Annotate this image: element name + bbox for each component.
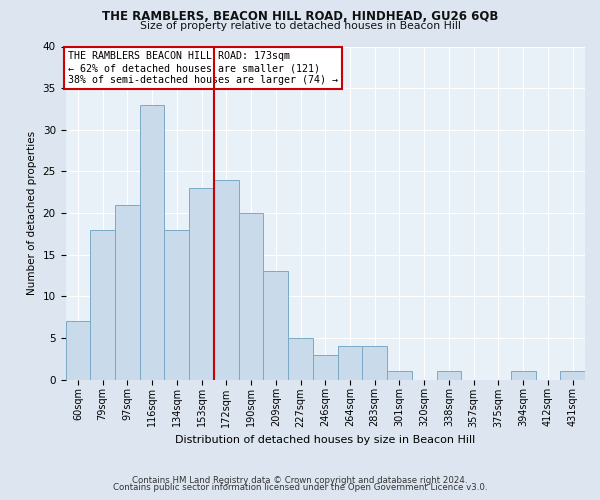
Text: THE RAMBLERS BEACON HILL ROAD: 173sqm
← 62% of detached houses are smaller (121): THE RAMBLERS BEACON HILL ROAD: 173sqm ← … <box>68 52 338 84</box>
Bar <box>65 321 90 380</box>
Bar <box>214 180 239 380</box>
Bar <box>115 204 140 380</box>
Bar <box>313 354 338 380</box>
Bar <box>338 346 362 380</box>
Bar <box>140 105 164 380</box>
X-axis label: Distribution of detached houses by size in Beacon Hill: Distribution of detached houses by size … <box>175 435 475 445</box>
Text: Contains HM Land Registry data © Crown copyright and database right 2024.: Contains HM Land Registry data © Crown c… <box>132 476 468 485</box>
Bar <box>288 338 313 380</box>
Text: Contains public sector information licensed under the Open Government Licence v3: Contains public sector information licen… <box>113 483 487 492</box>
Y-axis label: Number of detached properties: Number of detached properties <box>27 131 37 295</box>
Text: THE RAMBLERS, BEACON HILL ROAD, HINDHEAD, GU26 6QB: THE RAMBLERS, BEACON HILL ROAD, HINDHEAD… <box>102 10 498 23</box>
Bar <box>239 213 263 380</box>
Bar <box>437 371 461 380</box>
Bar <box>263 272 288 380</box>
Bar <box>560 371 585 380</box>
Bar <box>387 371 412 380</box>
Bar <box>189 188 214 380</box>
Text: Size of property relative to detached houses in Beacon Hill: Size of property relative to detached ho… <box>140 21 460 31</box>
Bar <box>362 346 387 380</box>
Bar <box>90 230 115 380</box>
Bar <box>511 371 536 380</box>
Bar <box>164 230 189 380</box>
